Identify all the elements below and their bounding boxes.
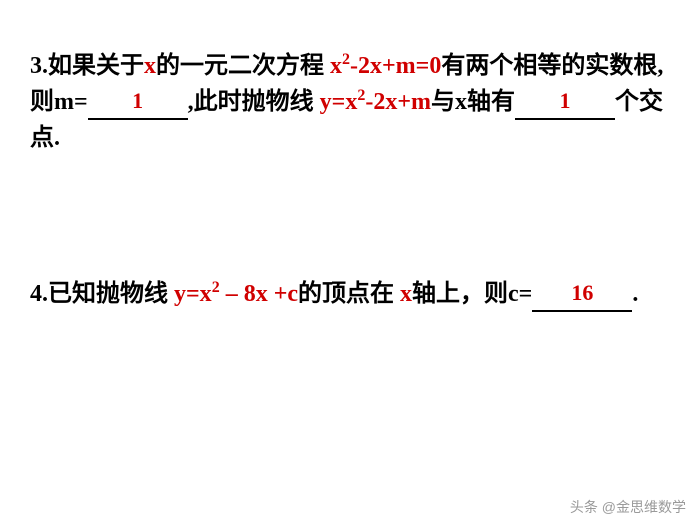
problem-3: 3.如果关于x的一元二次方程 x2-2x+m=0有两个相等的实数根,则m=1,此… — [30, 48, 670, 156]
p3-eq2-rest: -2x+m — [365, 89, 431, 115]
p4-text-2: 的顶点在 — [298, 281, 400, 307]
p3-axis-x: x — [455, 89, 467, 115]
p3-text-1: 3.如果关于 — [30, 53, 144, 79]
p3-text-6: 轴有 — [467, 89, 515, 115]
problem-4: 4.已知抛物线 y=x2 – 8x +c的顶点在 x轴上，则c=16. — [30, 276, 670, 312]
p3-eq1-rest: -2x+m=0 — [350, 53, 441, 79]
p3-eq1-sup: 2 — [342, 51, 350, 68]
p3-text-2: 的一元二次方程 — [156, 53, 330, 79]
p4-axis-x: x — [400, 281, 412, 307]
blank-intersections: 1 — [515, 92, 615, 120]
p3-eq2-y: y=x — [320, 89, 358, 115]
p3-x: x — [144, 53, 156, 79]
p3-text-4: ,此时抛物线 — [188, 89, 320, 115]
p4-eq-rest: – 8x +c — [220, 281, 298, 307]
p4-period: . — [632, 281, 638, 307]
slide-content: 3.如果关于x的一元二次方程 x2-2x+m=0有两个相等的实数根,则m=1,此… — [0, 0, 700, 312]
watermark: 头条 @金思维数学 — [570, 497, 686, 517]
answer-m: 1 — [132, 88, 143, 113]
p4-text-1: 4.已知抛物线 — [30, 281, 174, 307]
answer-intersections: 1 — [560, 88, 571, 113]
answer-c: 16 — [571, 280, 593, 305]
blank-c: 16 — [532, 284, 632, 312]
p4-text-3: 轴上，则 — [412, 281, 508, 307]
p3-eq1-x: x — [330, 53, 342, 79]
p4-eq-y: y=x — [174, 281, 212, 307]
p3-text-5: 与 — [431, 89, 455, 115]
p4-c-label: c= — [508, 281, 532, 307]
p3-m-label: m= — [54, 89, 88, 115]
blank-m: 1 — [88, 92, 188, 120]
p4-eq-sup: 2 — [212, 279, 220, 296]
